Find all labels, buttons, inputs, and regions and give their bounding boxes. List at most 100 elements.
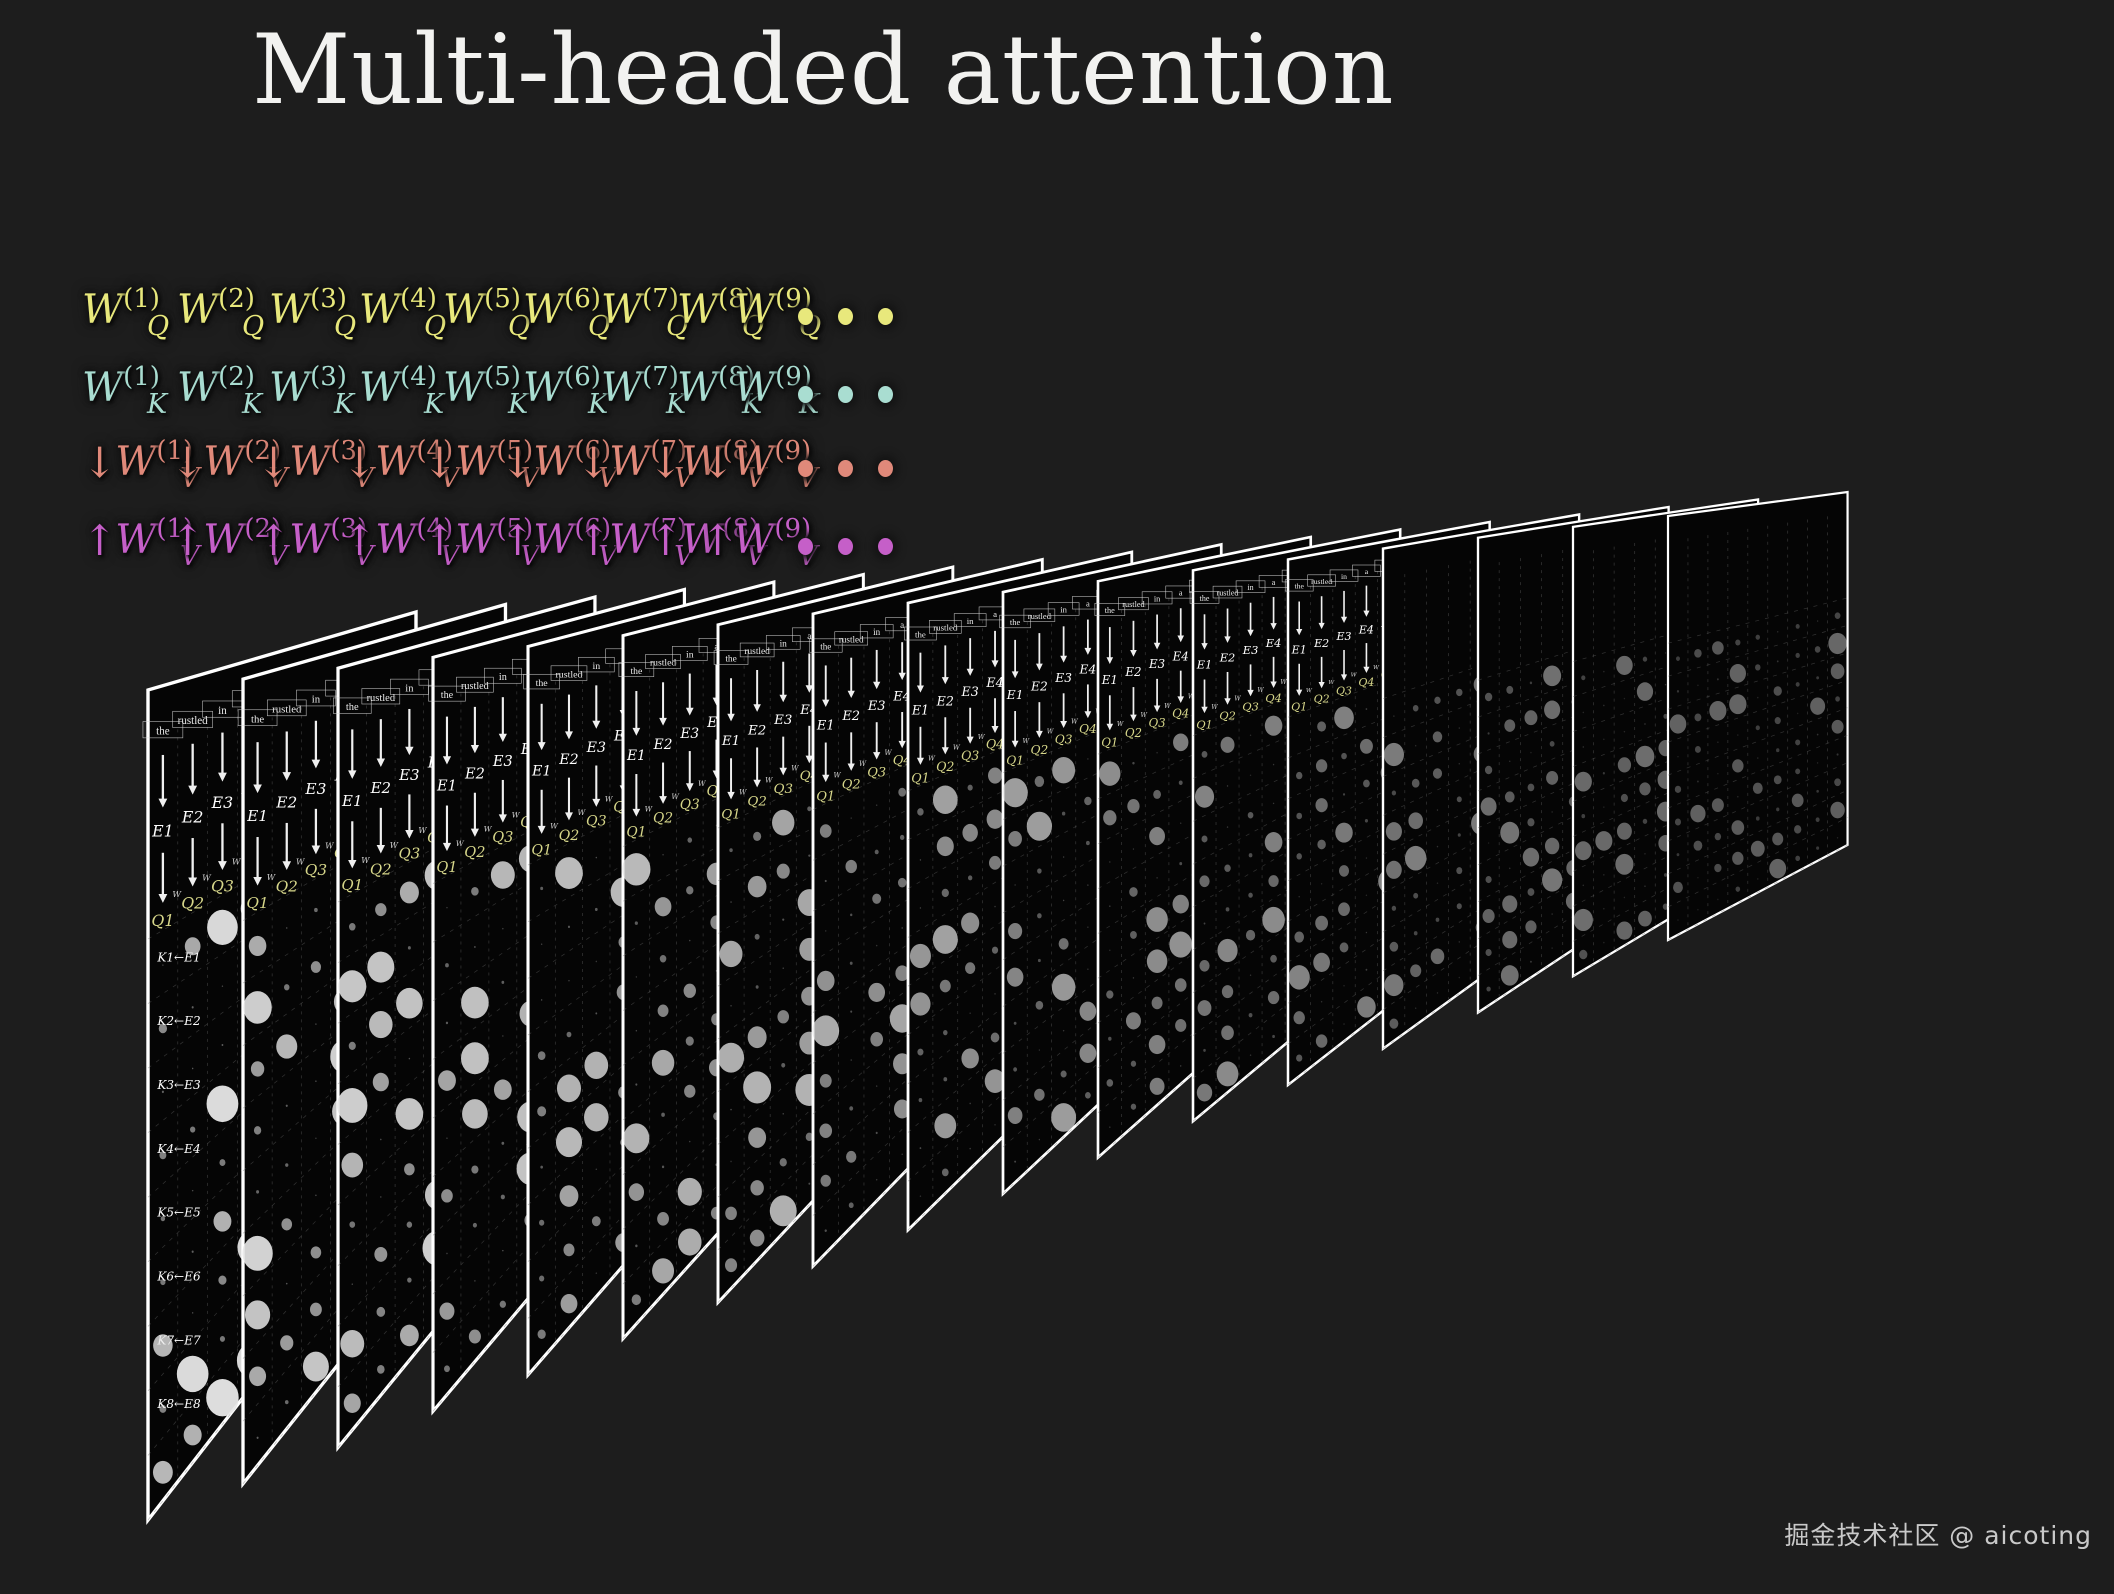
plane-grid-line	[812, 737, 1043, 861]
attention-weight-dot	[1388, 844, 1390, 846]
query-vector-label: Q6	[1219, 687, 1237, 701]
attention-weight-dot	[1517, 660, 1532, 678]
query-weight-label: W	[1144, 688, 1152, 696]
query-arrowhead-icon	[1157, 681, 1165, 689]
attention-weight-dot	[1201, 751, 1208, 758]
attention-weight-dot	[471, 1165, 479, 1174]
attention-weight-dot	[1038, 947, 1051, 963]
attention-weight-dot	[1106, 1079, 1114, 1087]
attention-weight-dot	[743, 1071, 772, 1104]
query-vector-label: Q8	[813, 730, 833, 746]
attention-weight-dot	[372, 1072, 389, 1092]
attention-weight-dot	[939, 816, 941, 818]
attention-weight-dot	[808, 1182, 811, 1185]
embedding-vector-label: E3	[773, 713, 792, 728]
attention-weight-dot	[1676, 853, 1680, 857]
query-weight-label: W	[769, 714, 778, 723]
attention-weight-dot	[1174, 978, 1187, 992]
value-down-weights-label-5: ↓W(5)V	[422, 436, 540, 494]
token-box	[512, 658, 550, 675]
attention-weight-dot	[1453, 803, 1459, 810]
query-vector-label: Q9	[1110, 681, 1128, 696]
plane-grid-line	[1667, 707, 1848, 776]
embedding-vector-label: E4	[706, 715, 726, 731]
attention-weight-dot	[1623, 697, 1626, 700]
attention-weight-dot	[1581, 814, 1586, 819]
attention-weight-dot	[969, 1102, 971, 1105]
query-arrowhead-icon	[1224, 698, 1231, 705]
attention-weight-dot	[1424, 809, 1443, 830]
plane-token-label: the	[251, 713, 264, 725]
attention-weight-dot	[219, 1159, 226, 1166]
attention-weight-dot	[870, 1031, 884, 1047]
query-vector-label: Q4	[520, 814, 541, 831]
attention-weight-dot	[1522, 765, 1527, 770]
attention-weight-dot	[919, 1147, 922, 1150]
attention-weight-dot	[1705, 821, 1708, 823]
query-vector-label: Q8	[451, 778, 474, 796]
plane-token-label: a	[621, 652, 626, 663]
plane-grid-line	[812, 700, 1043, 810]
attention-weight-dot	[314, 907, 318, 913]
attention-weight-dot	[303, 1016, 321, 1037]
attention-weight-dot	[1248, 892, 1253, 898]
attention-weight-dot	[821, 1012, 826, 1018]
attention-weight-dot	[1697, 684, 1699, 687]
plane-grid-line	[1192, 687, 1401, 779]
embedding-vector-label: E2	[841, 709, 860, 724]
attention-weight-dot	[1705, 790, 1708, 794]
embedding-arrowhead-icon	[1177, 635, 1185, 643]
attention-weight-dot	[310, 961, 322, 973]
attention-weight-dot	[1795, 682, 1800, 687]
attention-weight-dot	[710, 1206, 723, 1220]
attention-weight-dot	[901, 1153, 903, 1156]
attention-weight-dot	[1714, 863, 1722, 873]
attention-head-plane: theE1WQ1rustledE2WQ2inE3WQ3aE4WQ4theE5WQ…	[1189, 527, 1404, 1125]
attention-weight-dot	[1477, 957, 1485, 967]
query-vector-label: Q5	[456, 813, 478, 831]
embedding-vector-label: E5	[918, 680, 937, 695]
attention-weight-dot	[730, 1108, 732, 1111]
plane-token-label: the	[552, 654, 565, 665]
attention-weight-dot	[1342, 793, 1346, 796]
query-weight-label: W	[1141, 712, 1148, 719]
embedding-vector-label: E3	[961, 684, 979, 699]
attention-weight-dot	[1519, 695, 1531, 709]
embedding-arrowhead-icon	[1316, 609, 1323, 617]
attention-weight-dot	[943, 1030, 948, 1036]
attention-weight-dot	[657, 1212, 669, 1226]
attention-weight-dot	[1476, 791, 1481, 796]
attention-weight-dot	[315, 1080, 317, 1082]
embedding-arrowhead-icon	[1016, 651, 1024, 660]
key-weights-label-6: W(6)K	[523, 362, 609, 420]
attention-weight-dot	[1056, 724, 1083, 754]
query-vector-label: Q4	[706, 784, 726, 800]
attention-weight-dot	[1014, 799, 1025, 812]
attention-weight-dot	[1291, 954, 1307, 973]
attention-weight-dot	[176, 1355, 209, 1393]
query-weight-label: W	[262, 840, 272, 850]
embedding-arrowhead-icon	[282, 772, 292, 781]
attention-weight-dot	[1458, 762, 1460, 765]
token-box	[142, 721, 184, 739]
embedding-vector-label: E9	[1110, 629, 1128, 644]
attention-weight-dot	[1830, 663, 1845, 680]
query-weight-label: W	[550, 822, 559, 831]
token-box	[539, 650, 578, 666]
attention-weight-dot	[603, 887, 627, 915]
attention-weight-dot	[1183, 969, 1187, 972]
query-vector-label: Q6	[1036, 714, 1054, 729]
attention-weight-dot	[1129, 887, 1138, 897]
attention-weight-dot	[1221, 985, 1234, 999]
attention-weight-dot	[315, 1023, 317, 1025]
attention-weight-dot	[1388, 808, 1390, 810]
plane-token-label: forest	[329, 664, 354, 676]
attention-weight-dot	[1079, 1043, 1097, 1063]
query-vector-label: Q9	[1290, 658, 1308, 672]
attention-weight-dot	[948, 1097, 958, 1109]
attention-weight-dot	[1545, 883, 1548, 886]
attention-weight-dot	[1244, 923, 1259, 939]
attention-weight-dot	[809, 958, 837, 990]
attention-weight-dot	[1268, 875, 1279, 887]
attention-weight-dot	[1365, 857, 1368, 859]
